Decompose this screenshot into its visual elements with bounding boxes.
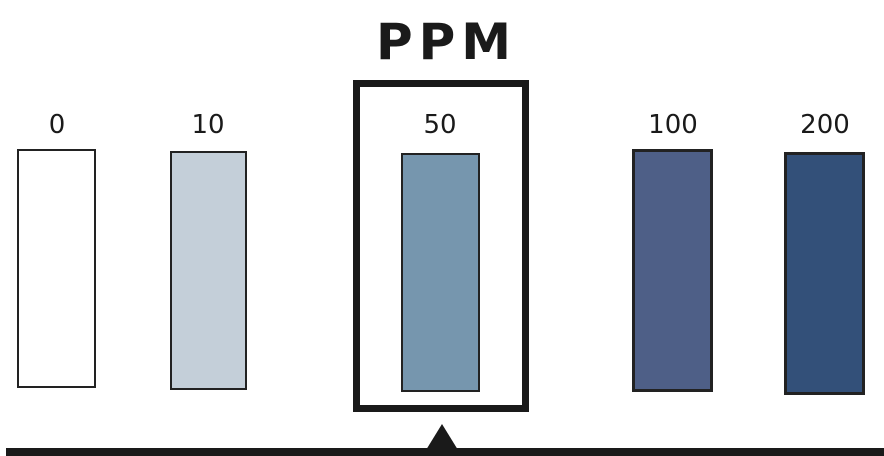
- color-swatch-200: [784, 152, 865, 395]
- color-swatch-50: [401, 153, 480, 392]
- level-label-200: 200: [800, 110, 850, 140]
- level-label-100: 100: [648, 110, 698, 140]
- ppm-title: PPM: [376, 13, 518, 71]
- scale-baseline: [6, 448, 884, 456]
- pointer-triangle-icon: [426, 424, 458, 450]
- color-swatch-100: [632, 149, 713, 392]
- selection-frame: [353, 80, 529, 412]
- level-label-50: 50: [423, 110, 457, 140]
- level-label-10: 10: [191, 110, 225, 140]
- color-swatch-0: [17, 149, 96, 388]
- color-swatch-10: [170, 151, 247, 390]
- level-label-0: 0: [48, 110, 66, 140]
